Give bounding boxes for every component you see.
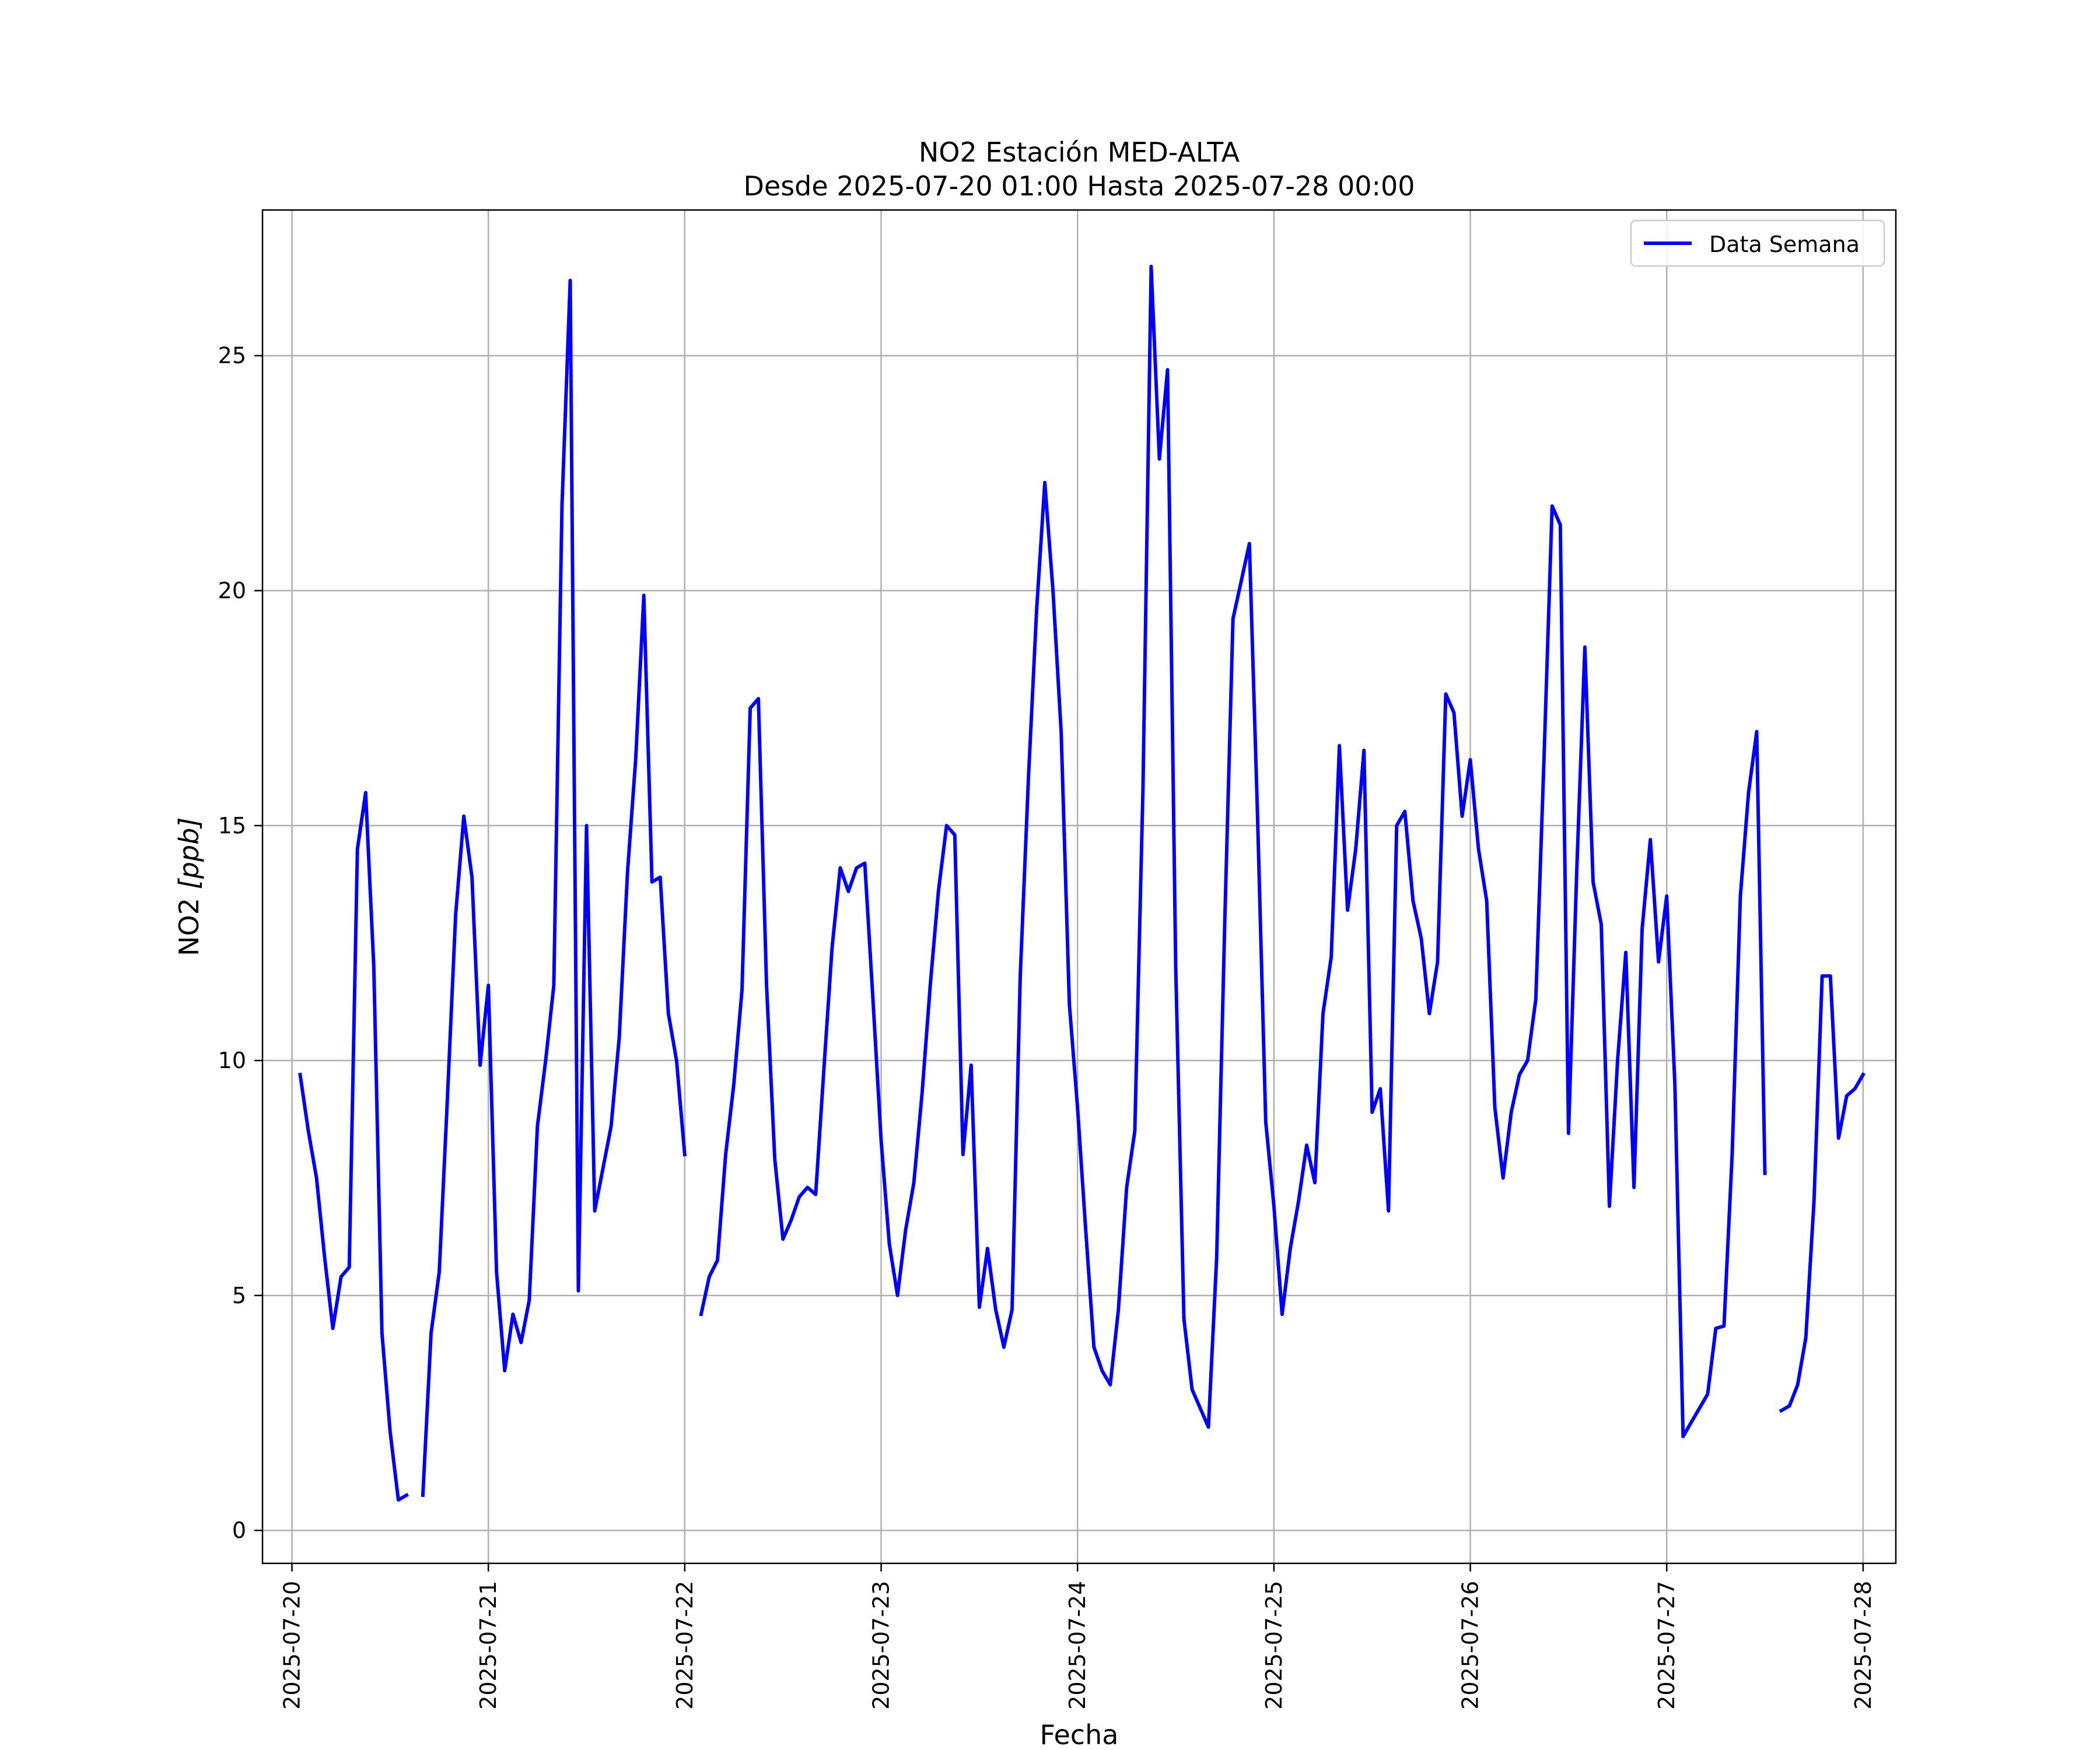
x-axis-label: Fecha bbox=[1040, 1719, 1119, 1750]
x-tick-label: 2025-07-25 bbox=[1261, 1581, 1287, 1710]
x-axis: 2025-07-20 2025-07-21 2025-07-22 2025-07-23… bbox=[279, 1563, 1876, 1710]
x-tick-label: 2025-07-22 bbox=[672, 1581, 698, 1710]
y-tick-label: 15 bbox=[218, 813, 246, 838]
series-line-segment bbox=[1779, 974, 1866, 1413]
plot-area bbox=[261, 209, 1897, 1564]
legend-box bbox=[1630, 219, 1885, 267]
y-tick-label: 25 bbox=[218, 343, 246, 369]
legend-label: Data Semana bbox=[1709, 232, 1860, 257]
y-tick-label: 5 bbox=[232, 1283, 246, 1308]
y-tick-label: 20 bbox=[218, 578, 246, 604]
chart-subtitle: Desde 2025-07-20 01:00 Hasta 2025-07-28 … bbox=[743, 170, 1415, 202]
grid bbox=[262, 210, 1896, 1563]
series-layer bbox=[298, 264, 1866, 1502]
y-tick-label: 0 bbox=[232, 1518, 246, 1544]
x-tick-label: 2025-07-23 bbox=[869, 1581, 894, 1710]
x-tick-label: 2025-07-20 bbox=[279, 1581, 305, 1710]
x-tick-label: 2025-07-24 bbox=[1065, 1581, 1090, 1710]
y-axis: 0 5 10 15 20 25 bbox=[218, 343, 262, 1544]
series-line-segment bbox=[298, 790, 409, 1502]
y-axis-label-unit: [ppb] bbox=[173, 817, 205, 890]
y-axis-label-name: NO2 bbox=[173, 889, 205, 956]
chart-title: NO2 Estación MED-ALTA bbox=[919, 136, 1240, 168]
y-axis-label: NO2 [ppb] bbox=[173, 817, 205, 956]
x-tick-label: 2025-07-27 bbox=[1654, 1581, 1679, 1710]
legend: Data Semana bbox=[1630, 219, 1885, 267]
series-line-segment bbox=[699, 264, 1767, 1438]
x-tick-label: 2025-07-26 bbox=[1458, 1581, 1483, 1710]
series-line-segment bbox=[421, 278, 687, 1497]
y-tick-label: 10 bbox=[218, 1048, 246, 1073]
x-tick-label: 2025-07-28 bbox=[1850, 1581, 1876, 1710]
x-tick-label: 2025-07-21 bbox=[475, 1581, 501, 1710]
